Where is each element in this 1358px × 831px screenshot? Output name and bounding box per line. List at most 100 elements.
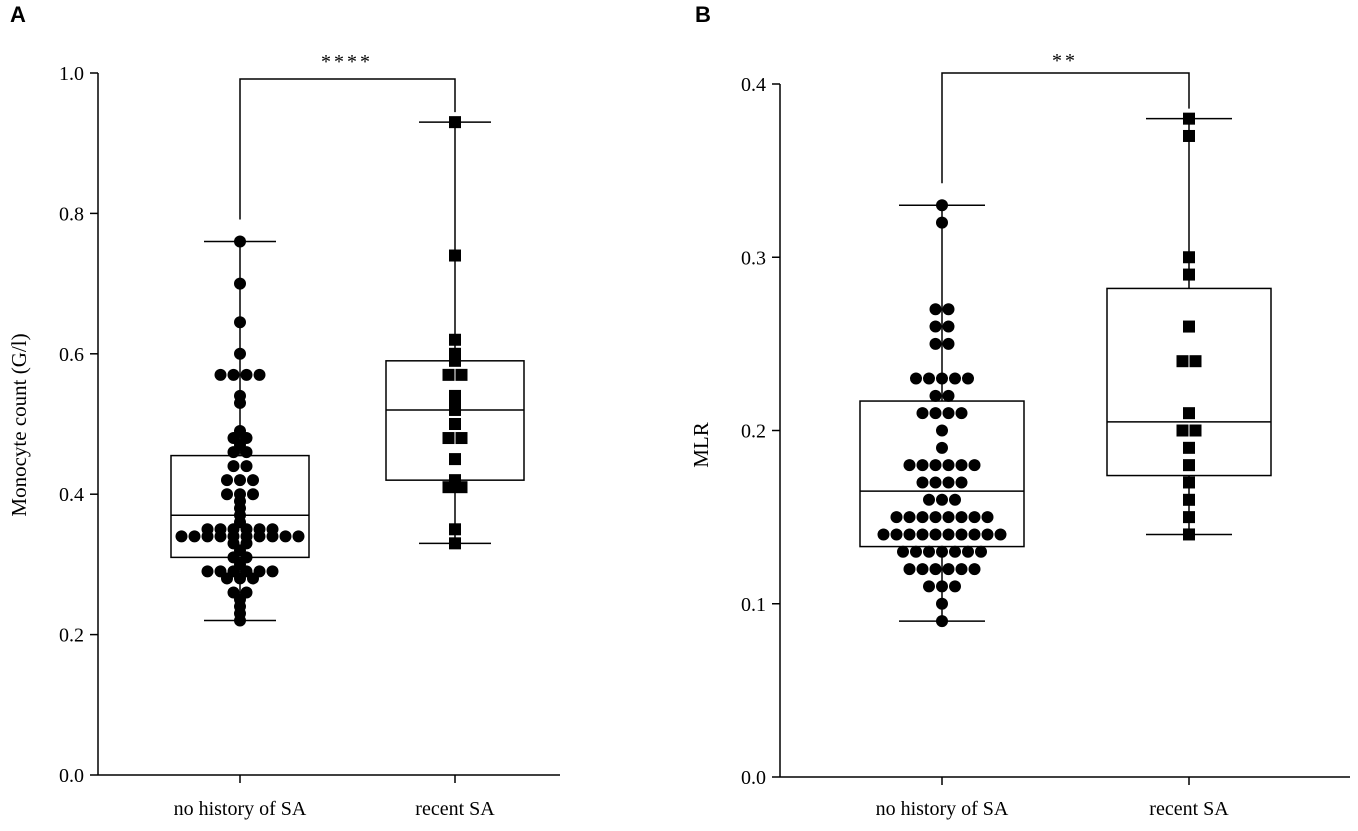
panel-b-group-no-history-point bbox=[929, 303, 942, 316]
panel-b-group-recent-point bbox=[1176, 424, 1189, 437]
panel-b-group-no-history-point bbox=[923, 580, 935, 593]
panel-b-y-tick-label: 0.0 bbox=[741, 767, 766, 789]
panel-a-group-recent-point bbox=[455, 481, 468, 494]
panel-a-group-no-history-point bbox=[247, 488, 259, 501]
panel-b-group-no-history-point bbox=[981, 511, 994, 524]
panel-b-group-no-history-point bbox=[962, 545, 974, 558]
panel-a-group-no-history-point bbox=[292, 530, 305, 543]
panel-b-group-no-history-point bbox=[910, 545, 922, 558]
panel-a-significance-bracket bbox=[239, 78, 456, 220]
panel-b-group-no-history-point bbox=[936, 372, 948, 385]
panel-a-y-tick-label: 0.6 bbox=[59, 344, 84, 366]
panel-a-significance: **** bbox=[321, 51, 373, 73]
panel-a-group-no-history-point bbox=[227, 446, 240, 459]
panel-b-significance: ** bbox=[1052, 50, 1078, 72]
panel-a-group-recent-point bbox=[455, 432, 468, 445]
panel-b-group-no-history-point bbox=[942, 563, 955, 576]
panel-b-group-no-history-point bbox=[968, 511, 981, 524]
panel-a-group-no-history-point bbox=[188, 530, 201, 543]
panel-a-group-no-history-point bbox=[221, 474, 233, 487]
panel-a-group-no-history-point bbox=[253, 368, 266, 381]
panel-b-group-recent-point bbox=[1183, 129, 1195, 142]
panel-a-group-no-history-point bbox=[266, 530, 279, 543]
panel-b-group-no-history-point bbox=[916, 528, 929, 541]
panel-b-group-no-history-point bbox=[929, 389, 942, 402]
panel-b-group-no-history-point bbox=[968, 528, 981, 541]
panel-b-group-no-history-point bbox=[936, 615, 948, 628]
panel-a-x-tick-recent: recent SA bbox=[415, 798, 495, 820]
panel-b-group-no-history-point bbox=[929, 528, 942, 541]
panel-a-group-no-history-box bbox=[170, 454, 310, 559]
panel-b-group-no-history-point bbox=[903, 528, 916, 541]
panel-b-group-no-history-point bbox=[897, 545, 909, 558]
panel-b-y-tick-label: 0.2 bbox=[741, 421, 766, 443]
panel-a-group-recent-point bbox=[455, 368, 468, 381]
panel-a-group-no-history-point bbox=[240, 368, 253, 381]
panel-b-group-no-history-point bbox=[949, 580, 961, 593]
panel-b-group-no-history-point bbox=[936, 199, 948, 212]
panel-a-group-no-history-point bbox=[234, 277, 246, 290]
panel-a-x-tick-no-history: no history of SA bbox=[174, 798, 307, 820]
panel-b-letter: B bbox=[695, 2, 711, 27]
panel-b-group-no-history-point bbox=[942, 303, 955, 316]
panel-b-group-recent-point bbox=[1183, 441, 1195, 454]
panel-b-group-no-history-point bbox=[955, 563, 968, 576]
panel-a-y-tick-label: 0.8 bbox=[59, 203, 84, 225]
panel-b-group-recent-point bbox=[1183, 528, 1195, 541]
panel-b-y-axis-title: MLR bbox=[689, 422, 713, 468]
panel-b-group-no-history-point bbox=[890, 511, 903, 524]
panel-b-group-no-history-point bbox=[929, 407, 942, 420]
panel-a-group-recent-point bbox=[449, 523, 461, 536]
panel-a-group-recent-point bbox=[449, 418, 461, 430]
panel-b-group-no-history-point bbox=[903, 511, 916, 524]
panel-b-group-recent-point bbox=[1183, 320, 1195, 333]
panel-a-group-recent-point bbox=[449, 453, 461, 466]
panel-a-group-no-history-point bbox=[214, 368, 227, 381]
panel-a-group-no-history-point bbox=[234, 235, 246, 248]
panel-b: B MLR no history of SA recent SA ** 0.0 0… bbox=[689, 2, 1350, 820]
panel-b-group-no-history-point bbox=[955, 476, 968, 489]
panel-b-group-no-history-point bbox=[962, 372, 974, 385]
panel-a-group-no-history-point bbox=[234, 396, 246, 409]
panel-a-letter: A bbox=[10, 2, 26, 27]
panel-b-group-no-history-box bbox=[859, 400, 1025, 548]
panel-b-y-tick-label: 0.1 bbox=[741, 594, 766, 616]
panel-b-group-no-history-point bbox=[968, 563, 981, 576]
panel-b-group-recent-point bbox=[1183, 493, 1195, 506]
panel-a-group-no-history-point bbox=[201, 565, 214, 578]
panel-b-group-recent-point bbox=[1183, 459, 1195, 472]
panel-b-group-recent-box bbox=[1106, 287, 1272, 477]
panel-b-group-no-history-point bbox=[981, 528, 994, 541]
panel-a-group-no-history-point bbox=[234, 474, 246, 487]
panel-a-group-no-history-point bbox=[266, 565, 279, 578]
panel-b-group-recent-point bbox=[1183, 112, 1195, 125]
panel-a-group-no-history-point bbox=[234, 572, 246, 585]
panel-b-group-no-history-point bbox=[955, 407, 968, 420]
panel-b-group-no-history-point bbox=[942, 389, 955, 402]
panel-b-group-no-history-point bbox=[942, 476, 955, 489]
panel-b-group-no-history-point bbox=[916, 563, 929, 576]
panel-a-group-recent-point bbox=[442, 432, 455, 445]
panel-b-y-tick-label: 0.4 bbox=[741, 74, 766, 96]
panel-a-group-no-history-point bbox=[253, 530, 266, 543]
panel-a-group-recent-point bbox=[442, 481, 455, 494]
panel-b-group-no-history-point bbox=[936, 580, 948, 593]
panel-b-group-no-history-point bbox=[929, 459, 942, 472]
panel-b-group-no-history-point bbox=[942, 511, 955, 524]
panel-b-group-no-history-point bbox=[890, 528, 903, 541]
panel-b-group-recent-point bbox=[1189, 424, 1202, 437]
panel-b-group-no-history-point bbox=[942, 459, 955, 472]
panel-b-x-tick-no-history: no history of SA bbox=[876, 798, 1009, 820]
panel-b-group-no-history-point bbox=[936, 216, 948, 229]
panel-a-y-tick-label: 0.0 bbox=[59, 765, 84, 787]
panel-b-group-no-history-point bbox=[916, 476, 929, 489]
panel-b-group-no-history-point bbox=[936, 597, 948, 610]
panel-a-group-recent-point bbox=[442, 368, 455, 381]
panel-b-group-no-history-point bbox=[975, 545, 987, 558]
panel-a-group-no-history-point bbox=[234, 316, 246, 329]
panel-b-group-no-history-point bbox=[910, 372, 922, 385]
panel-b-group-no-history-point bbox=[936, 545, 948, 558]
panel-a-group-no-history-point bbox=[247, 572, 259, 585]
panel-b-y-tick-label: 0.3 bbox=[741, 247, 766, 269]
